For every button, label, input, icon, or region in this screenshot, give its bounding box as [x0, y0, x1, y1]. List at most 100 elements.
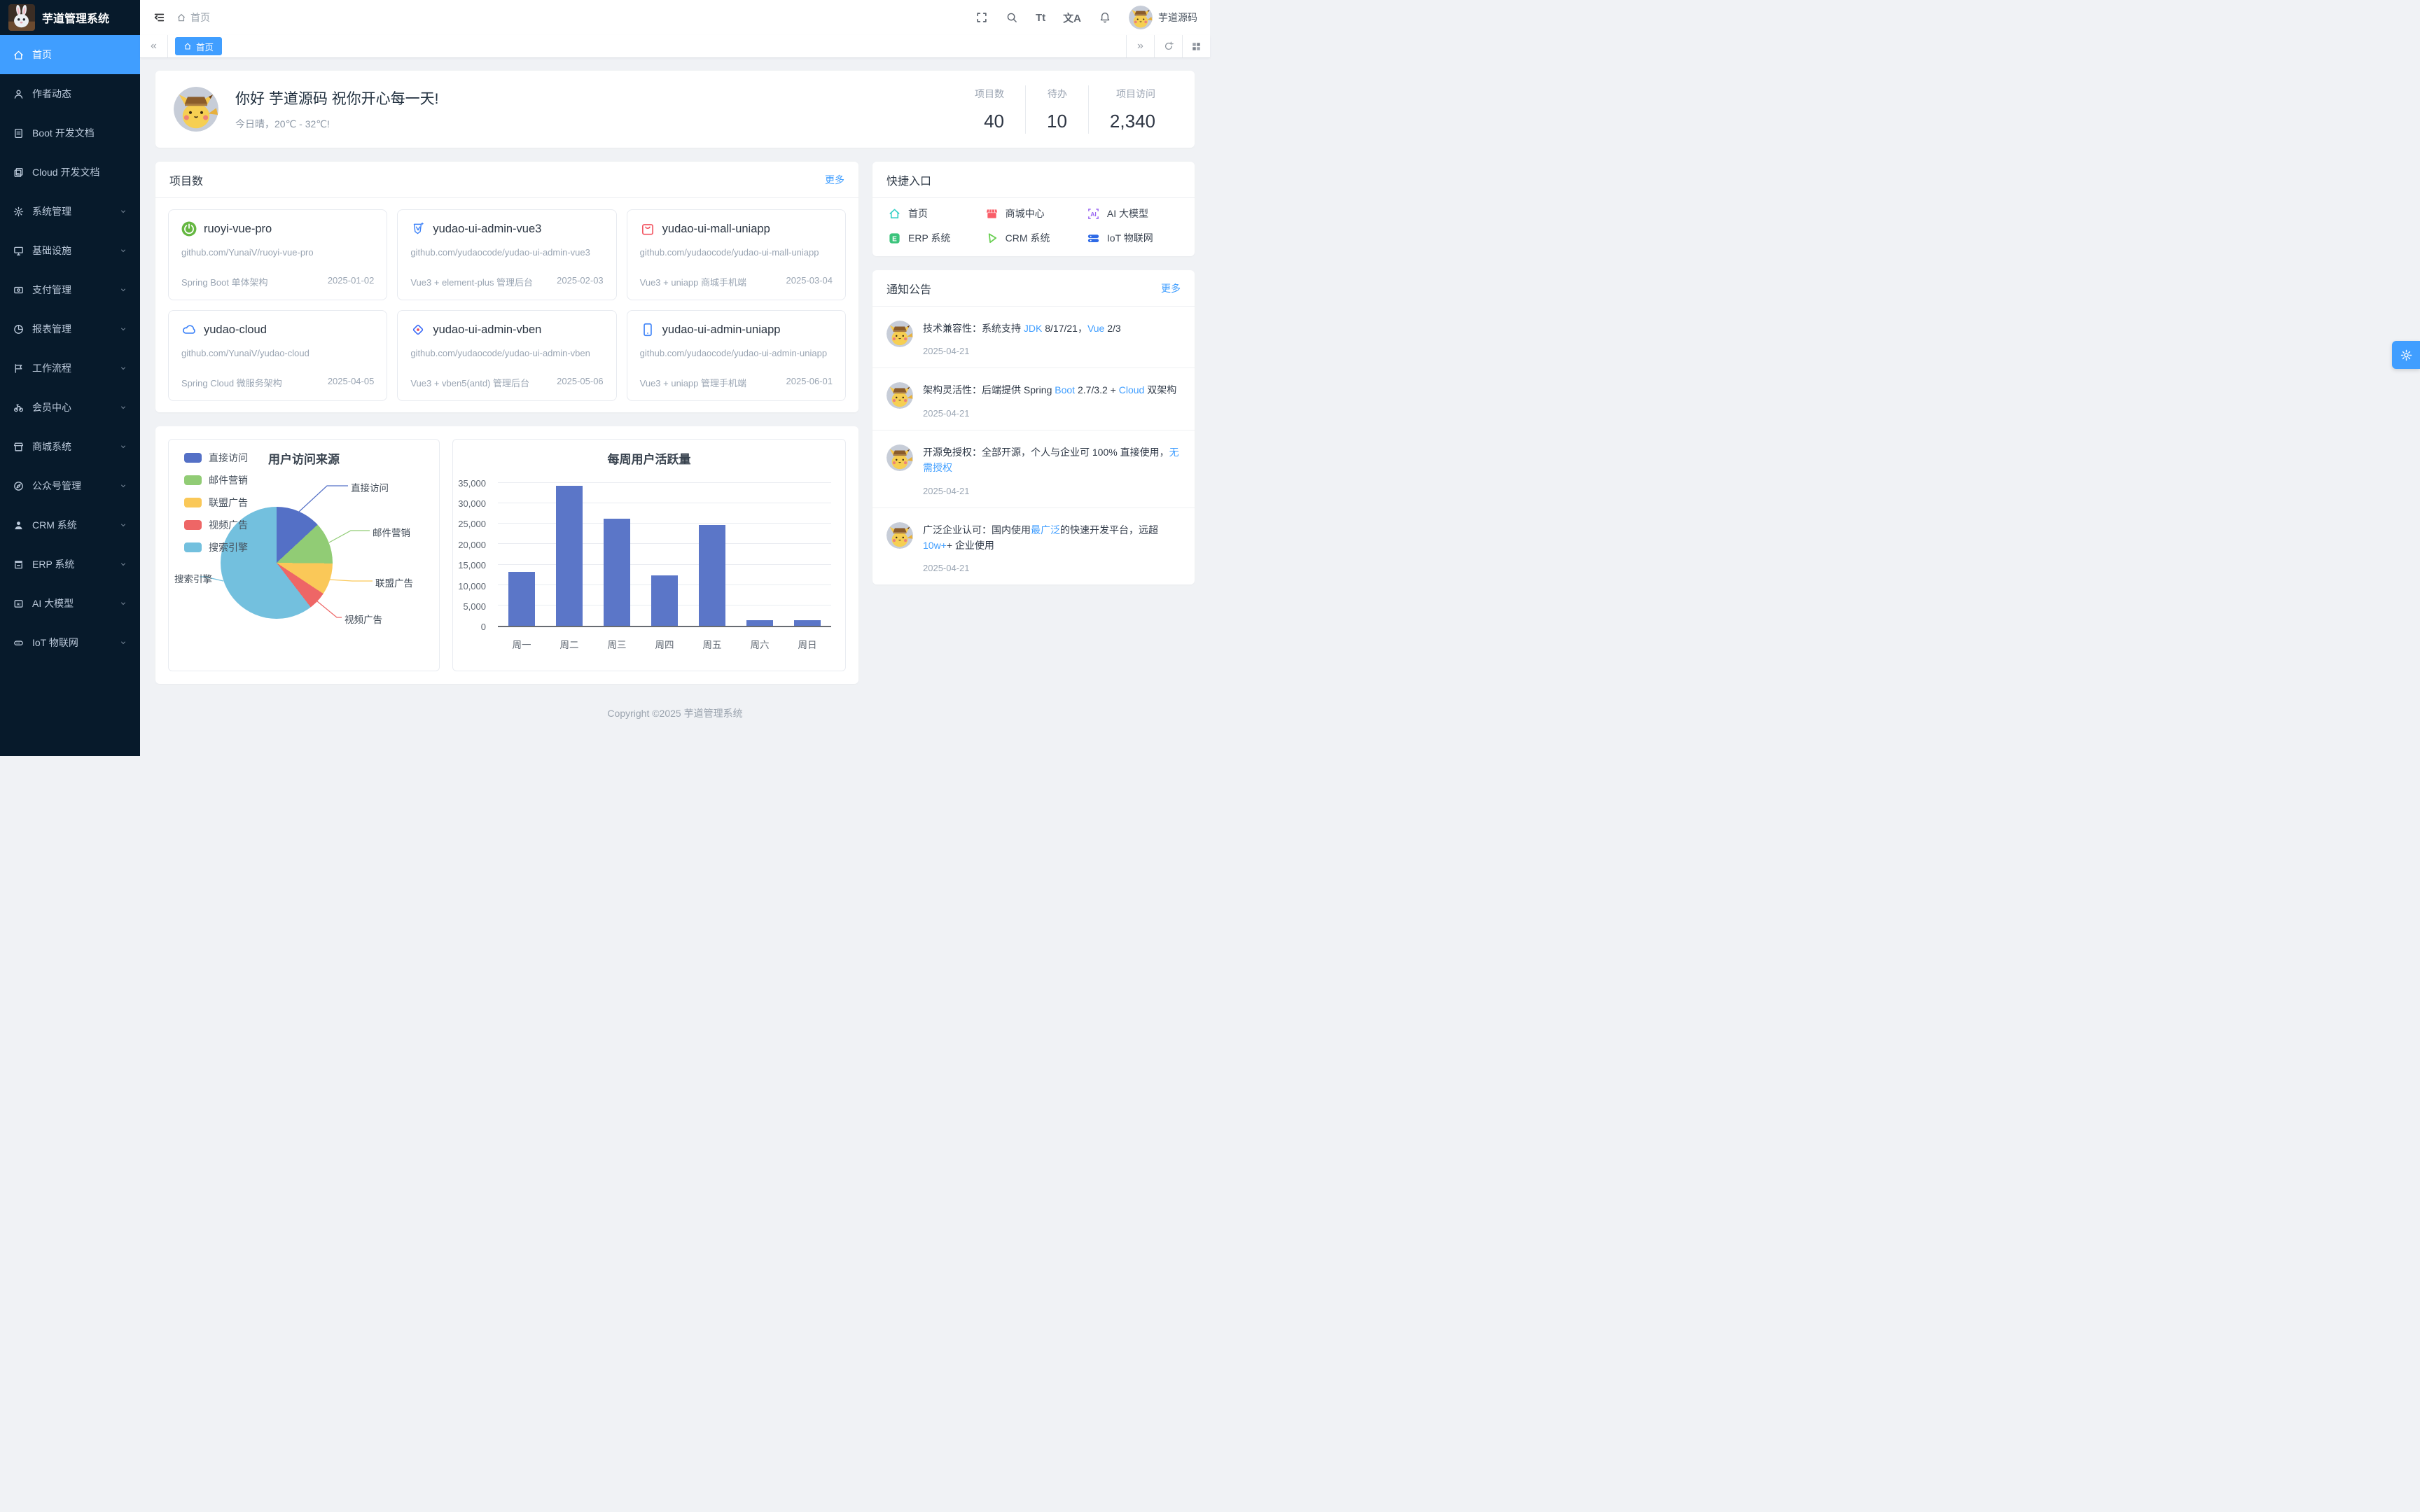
- quick-item-iot[interactable]: IoT 物联网: [1087, 231, 1179, 245]
- home-icon: [184, 43, 191, 50]
- search-button[interactable]: [1006, 11, 1018, 24]
- avatar: [1129, 6, 1153, 29]
- sidebar-item-member[interactable]: 会员中心: [0, 388, 140, 427]
- greeting-title: 你好 芋道源码 祝你开心每一天!: [235, 91, 439, 107]
- bar: [604, 518, 630, 626]
- stat-projects: 项目数 40: [975, 88, 1004, 132]
- bicycle-icon: [13, 404, 24, 412]
- notification-button[interactable]: [1099, 11, 1111, 24]
- sidebar-item-infra[interactable]: 基础设施: [0, 231, 140, 270]
- legend-item[interactable]: 联盟广告: [184, 496, 248, 510]
- phone-icon: [643, 323, 652, 337]
- project-card-ruoyi-vue-pro[interactable]: ruoyi-vue-pro github.com/YunaiV/ruoyi-vu…: [168, 209, 388, 300]
- projects-card-title: 项目数: [169, 175, 204, 188]
- font-size-button[interactable]: Tt: [1035, 11, 1046, 24]
- notice-item[interactable]: 开源免授权：全部开源，个人与企业可 100% 直接使用，无需授权 2025-04-…: [872, 429, 1195, 507]
- svg-text:E: E: [892, 235, 897, 243]
- user-menu[interactable]: 芋道源码: [1129, 6, 1197, 29]
- notice-item[interactable]: 广泛企业认可：国内使用最广泛的快速开发平台，远超 10w++ 企业使用 2025-…: [872, 507, 1195, 585]
- notice-item[interactable]: 技术兼容性：系统支持 JDK 8/17/21，Vue 2/3 2025-04-21: [872, 307, 1195, 368]
- sidebar: 芋道管理系统 首页 作者动态 Boot 开发文档 Cloud 开发文档 系统管理…: [0, 0, 140, 756]
- search-icon: [1007, 13, 1017, 22]
- notice-more-link[interactable]: 更多: [1161, 282, 1181, 294]
- pie-legend-swatch: [184, 453, 202, 463]
- sidebar-item-workflow[interactable]: 工作流程: [0, 349, 140, 388]
- tabs-scroll-right-button[interactable]: »: [1126, 35, 1154, 57]
- menu-collapse-icon: [154, 13, 165, 22]
- notice-text: 开源免授权：全部开源，个人与企业可 100% 直接使用，无需授权: [923, 446, 1179, 474]
- legend-item[interactable]: 邮件营销: [184, 473, 248, 487]
- quick-item-ai[interactable]: AI AI 大模型: [1087, 206, 1179, 220]
- projects-more-link[interactable]: 更多: [825, 174, 844, 186]
- copyright-footer: Copyright ©2025 芋道管理系统: [607, 708, 743, 719]
- bar: [699, 525, 725, 626]
- bar: [556, 486, 583, 626]
- charts-card: 用户访问来源 直接访问 邮件营销 联盟广告 视频广告 搜索引擎: [155, 426, 858, 684]
- language-button[interactable]: 文A: [1063, 12, 1081, 24]
- sidebar-item-mp[interactable]: 公众号管理: [0, 466, 140, 505]
- bell-icon: [1100, 13, 1110, 23]
- quick-item-home[interactable]: 首页: [888, 206, 985, 220]
- sidebar-item-report[interactable]: 报表管理: [0, 309, 140, 349]
- sidebar-item-iot[interactable]: IoT 物联网: [0, 623, 140, 662]
- bar-yaxis: 35,000 30,000 25,000 20,000 15,000 10,000 5,00…: [458, 477, 486, 633]
- notice-item[interactable]: 架构灵活性：后端提供 Spring Boot 2.7/3.2 + Cloud 双…: [872, 368, 1195, 429]
- theme-settings-button[interactable]: [2392, 341, 2420, 369]
- breadcrumb[interactable]: 首页: [176, 10, 210, 24]
- sidebar-item-author[interactable]: 作者动态: [0, 74, 140, 113]
- sidebar-item-cloud-docs[interactable]: Cloud 开发文档: [0, 153, 140, 192]
- ai-badge-icon: AI: [1088, 208, 1099, 219]
- sidebar-item-ai[interactable]: AI AI 大模型: [0, 584, 140, 623]
- fullscreen-icon: [977, 13, 987, 22]
- notice-avatar: [886, 444, 913, 471]
- chevron-down-icon: [120, 602, 126, 606]
- chevron-down-icon: [120, 210, 126, 214]
- legend-item[interactable]: 视频广告: [184, 518, 248, 532]
- bar: [794, 620, 821, 626]
- quick-item-crm[interactable]: CRM 系统: [985, 231, 1087, 245]
- store-icon: [15, 560, 22, 568]
- chevron-down-icon: [120, 406, 126, 410]
- quick-item-mall[interactable]: 商城中心: [985, 206, 1087, 220]
- person-icon: [15, 521, 22, 529]
- quick-item-erp[interactable]: E ERP 系统: [888, 231, 985, 245]
- bar-plot: [498, 482, 831, 627]
- tabs: 首页: [168, 35, 1126, 57]
- tab-layout-button[interactable]: [1182, 35, 1210, 57]
- fullscreen-button[interactable]: [975, 11, 988, 24]
- project-card-yudao-ui-mall-uniapp[interactable]: yudao-ui-mall-uniapp github.com/yudaocod…: [626, 209, 846, 300]
- sidebar-item-boot-docs[interactable]: Boot 开发文档: [0, 113, 140, 153]
- notice-avatar: [886, 321, 913, 347]
- svg-text:AI: AI: [17, 602, 21, 606]
- tabs-scroll-left-button[interactable]: «: [140, 35, 168, 57]
- pie-icon: [14, 324, 23, 334]
- greeting-subtitle: 今日晴，20℃ - 32℃!: [235, 118, 330, 130]
- erp-badge-icon: E: [889, 232, 900, 244]
- workflow-icon: [15, 363, 22, 373]
- sidebar-item-crm[interactable]: CRM 系统: [0, 505, 140, 545]
- sidebar-item-system[interactable]: 系统管理: [0, 192, 140, 231]
- chevron-down-icon: [120, 328, 126, 331]
- notice-list: 技术兼容性：系统支持 JDK 8/17/21，Vue 2/3 2025-04-21…: [872, 307, 1195, 584]
- pie-legend-swatch: [184, 498, 202, 507]
- refresh-tab-button[interactable]: [1154, 35, 1182, 57]
- project-card-yudao-ui-admin-vue3[interactable]: yudao-ui-admin-vue3 github.com/yudaocode…: [397, 209, 617, 300]
- tab-home[interactable]: 首页: [175, 37, 223, 55]
- sidebar-item-home[interactable]: 首页: [0, 35, 140, 74]
- project-card-yudao-ui-admin-vben[interactable]: yudao-ui-admin-vben github.com/yudaocode…: [397, 310, 617, 401]
- sidebar-item-payment[interactable]: 支付管理: [0, 270, 140, 309]
- user-name: 芋道源码: [1158, 12, 1197, 23]
- sidebar-item-mall[interactable]: 商城系统: [0, 427, 140, 466]
- legend-item[interactable]: 搜索引擎: [184, 540, 248, 554]
- app-logo[interactable]: 芋道管理系统: [0, 0, 140, 35]
- legend-item[interactable]: 直接访问: [184, 451, 248, 465]
- collapse-sidebar-button[interactable]: [153, 11, 165, 24]
- shop-icon: [13, 442, 24, 451]
- notice-title: 通知公告: [886, 284, 932, 296]
- pie-legend-swatch: [184, 475, 202, 485]
- project-card-yudao-cloud[interactable]: yudao-cloud github.com/YunaiV/yudao-clou…: [168, 310, 388, 401]
- monitor-icon: [14, 246, 23, 255]
- sidebar-item-erp[interactable]: ERP 系统: [0, 545, 140, 584]
- chevron-down-icon: [120, 249, 126, 253]
- project-card-yudao-ui-admin-uniapp[interactable]: yudao-ui-admin-uniapp github.com/yudaoco…: [626, 310, 846, 401]
